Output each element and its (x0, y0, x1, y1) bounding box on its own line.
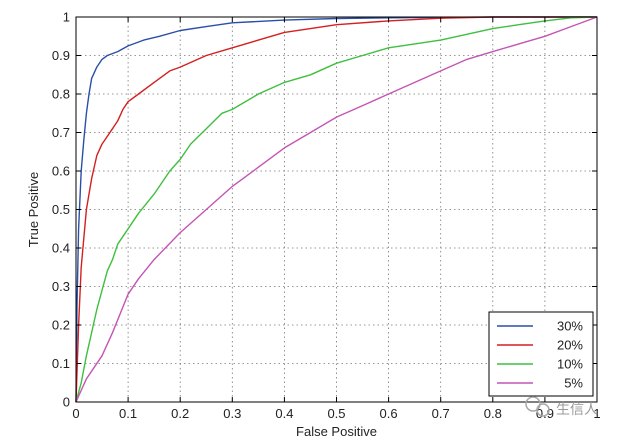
series-line-10pct (75, 16, 598, 403)
watermark: 生信人 (525, 396, 598, 418)
y-tick-label: 0.8 (52, 87, 70, 102)
y-tick-label: 0.3 (52, 279, 70, 294)
y-tick-label: 1 (63, 10, 70, 25)
x-tick-label: 0.1 (119, 406, 137, 421)
x-tick-label: 0.7 (432, 406, 450, 421)
legend: 30% 20% 10% 5% (488, 311, 594, 397)
y-axis-ticks: 0 0.1 0.2 0.3 0.4 0.5 0.6 0.7 0.8 0.9 1 (52, 10, 597, 410)
series-line-20pct (75, 16, 597, 403)
x-axis-ticks: 0 0.1 0.2 0.3 0.4 0.5 0.6 0.7 0.8 0.9 1 (72, 17, 601, 421)
y-axis-label: True Positive (26, 172, 41, 247)
x-tick-label: 0.4 (275, 406, 293, 421)
wechat-icon (525, 396, 550, 417)
x-tick-label: 0.3 (223, 406, 241, 421)
y-tick-label: 0.9 (52, 48, 70, 63)
y-tick-label: 0.1 (52, 356, 70, 371)
x-tick-label: 0.5 (327, 406, 345, 421)
y-tick-label: 0.7 (52, 125, 70, 140)
y-tick-label: 0.5 (52, 202, 70, 217)
x-tick-label: 0.2 (171, 406, 189, 421)
legend-label: 20% (557, 338, 583, 353)
roc-curves (75, 16, 598, 403)
y-tick-label: 0.4 (52, 241, 70, 256)
series-line-30pct (75, 16, 597, 403)
y-tick-label: 0.2 (52, 318, 70, 333)
y-tick-label: 0 (63, 395, 70, 410)
legend-label: 30% (557, 319, 583, 334)
x-tick-label: 0.6 (380, 406, 398, 421)
watermark-text: 生信人 (556, 402, 598, 418)
x-tick-label: 0 (72, 406, 79, 421)
series-line-5pct (75, 16, 598, 403)
x-axis-label: False Positive (296, 424, 377, 439)
x-tick-label: 1 (593, 406, 600, 421)
y-tick-label: 0.6 (52, 164, 70, 179)
legend-label: 5% (564, 376, 583, 391)
legend-label: 10% (557, 357, 583, 372)
x-tick-label: 0.8 (484, 406, 502, 421)
